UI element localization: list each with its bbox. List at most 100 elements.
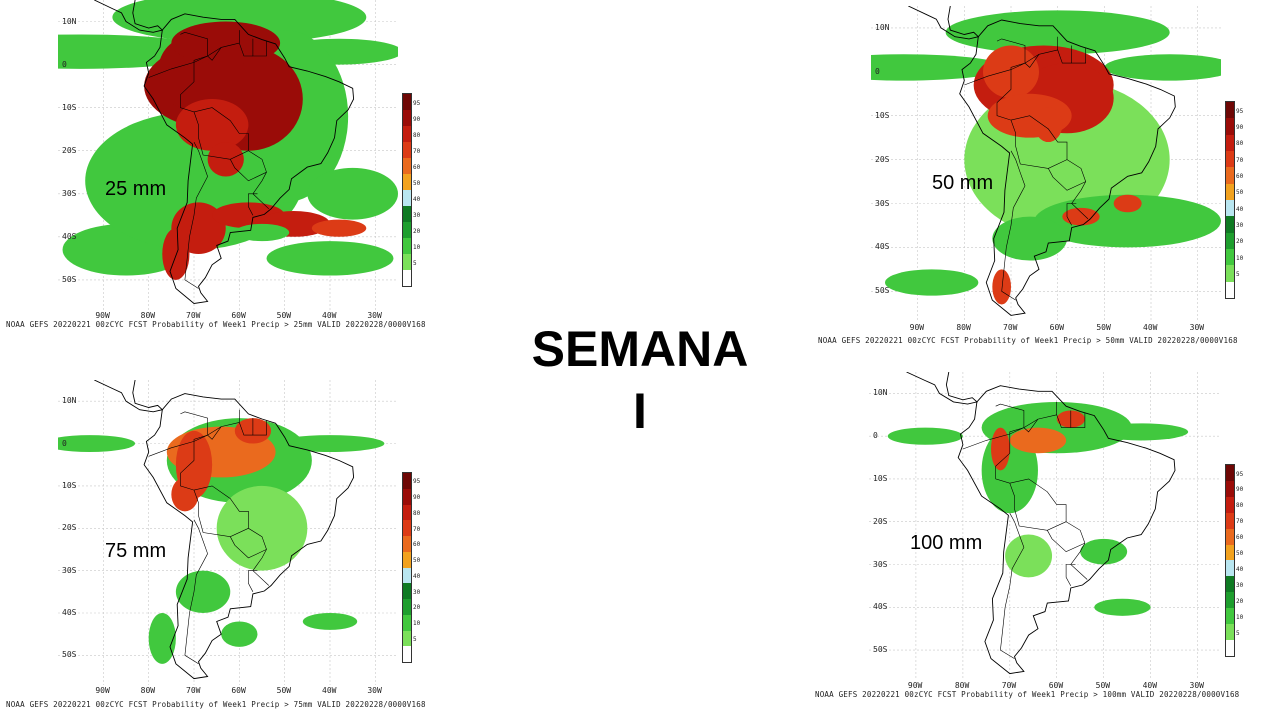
lon-label: 60W (1049, 323, 1065, 332)
country-border (148, 426, 222, 457)
country-border (180, 31, 208, 56)
country-border (995, 403, 1025, 428)
map-svg (869, 372, 1221, 680)
country-border (964, 54, 1040, 86)
colorbar-swatch (1226, 265, 1234, 282)
country-border (239, 409, 253, 436)
lon-label: 70W (1001, 681, 1017, 690)
map-svg (871, 6, 1221, 322)
country-border (248, 570, 258, 592)
coastline (957, 385, 1176, 675)
map-25mm (58, 0, 398, 310)
lat-label: 50S (873, 645, 888, 655)
colorbar-swatch (403, 551, 411, 568)
coastline (143, 13, 355, 304)
precip-area (1113, 194, 1142, 213)
lon-label: 50W (1095, 681, 1111, 690)
colorbar-swatch (1226, 592, 1234, 609)
colorbar-tick: 10 (1236, 613, 1244, 621)
map-100mm (869, 372, 1221, 680)
colorbar-tick: 50 (1236, 189, 1244, 197)
colorbar-tick: 5 (1236, 271, 1240, 279)
country-border (1047, 530, 1086, 553)
colorbar-tick: 90 (1236, 124, 1244, 132)
coastline (959, 19, 1176, 316)
colorbar-swatch (1226, 102, 1234, 119)
colorbar-tick: 90 (413, 494, 421, 502)
threshold-label: 25 mm (105, 178, 167, 200)
country-border (1070, 410, 1086, 428)
colorbar-swatch (1226, 183, 1234, 200)
title-line-2: I (633, 383, 647, 439)
colorbar-tick: 30 (1236, 222, 1244, 230)
lat-label: 50S (62, 274, 77, 284)
colorbar-swatch (1226, 496, 1234, 513)
lon-label: 60W (231, 686, 246, 695)
lon-label: 50W (1096, 323, 1111, 332)
colorbar-swatch (1226, 281, 1234, 298)
country-border (180, 42, 270, 210)
colorbar-swatch (403, 158, 411, 174)
colorbar-swatch (1226, 232, 1234, 249)
precip-area (221, 621, 258, 647)
colorbar-swatch (403, 567, 411, 584)
colorbar-tick: 40 (413, 195, 421, 203)
precip-area (1034, 194, 1221, 248)
lat-label: 10N (62, 16, 77, 26)
colorbar-tick: 80 (413, 131, 421, 139)
colorbar-swatch (1226, 199, 1234, 217)
country-border (193, 489, 249, 538)
precip-area (162, 228, 190, 280)
lat-label: 0 (62, 438, 67, 448)
colorbar-swatch (1226, 608, 1234, 625)
colorbar-swatch (1226, 216, 1234, 233)
precip-area (266, 241, 394, 276)
lon-label: 70W (1003, 323, 1018, 332)
precip-area (1104, 54, 1221, 81)
colorbar-swatch (403, 110, 411, 126)
colorbar-swatch (403, 222, 411, 238)
threshold-label: 100 mm (910, 532, 983, 554)
lat-label: 40S (875, 242, 890, 252)
title-line-1: SEMANA (531, 321, 749, 377)
colorbar-swatch (403, 504, 411, 521)
lat-label: 50S (875, 286, 890, 296)
lon-label: 80W (140, 686, 156, 695)
precip-area (992, 216, 1067, 261)
colorbar-swatch (403, 174, 411, 190)
precip-area (148, 612, 176, 664)
colorbar-swatch (403, 254, 411, 270)
lat-label: 0 (875, 66, 880, 76)
map-svg (58, 380, 398, 685)
colorbar-tick: 50 (413, 557, 421, 565)
colorbar-tick: 40 (1236, 205, 1244, 213)
threshold-label: 50 mm (932, 172, 994, 194)
colorbar-tick: 95 (1236, 107, 1244, 115)
country-border (148, 47, 222, 78)
colorbar-swatch (1226, 560, 1234, 577)
colorbar-tick: 70 (413, 147, 421, 155)
precip-area (171, 477, 199, 512)
country-border (962, 418, 1039, 450)
country-border (230, 536, 267, 559)
map-svg (58, 0, 398, 310)
colorbar (1225, 464, 1235, 657)
colorbar (402, 93, 412, 287)
colorbar-tick: 40 (1236, 566, 1244, 574)
colorbar-swatch (403, 473, 411, 489)
colorbar-tick: 40 (413, 572, 421, 580)
colorbar-swatch (403, 270, 411, 286)
colorbar-tick: 95 (1236, 470, 1244, 478)
panel-100mm: 100 mm NOAA GEFS 20220221 00zCYC FCST Pr… (812, 370, 1280, 720)
country-border (180, 422, 270, 586)
precip-area (175, 99, 249, 151)
colorbar-swatch (1226, 528, 1234, 545)
colorbar-swatch (403, 238, 411, 254)
precip-area (175, 570, 231, 613)
colorbar-swatch (1226, 544, 1234, 561)
country-border (1071, 45, 1086, 64)
lon-label: 90W (907, 681, 923, 690)
country-border (996, 49, 1089, 220)
colorbar-swatch (403, 206, 411, 222)
lat-label: 20S (62, 145, 77, 155)
